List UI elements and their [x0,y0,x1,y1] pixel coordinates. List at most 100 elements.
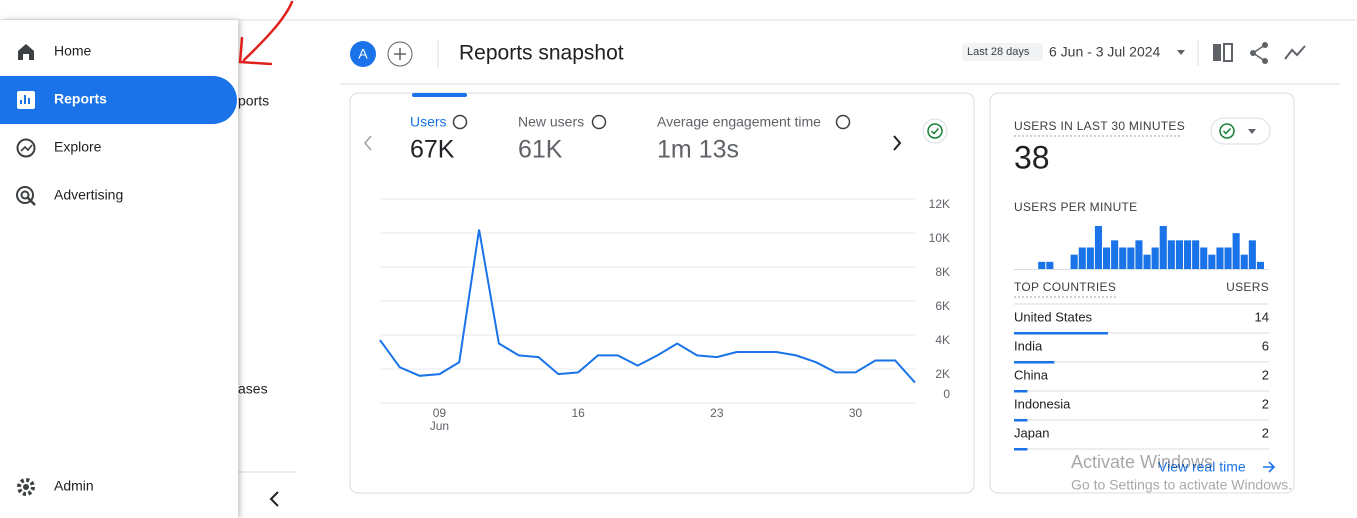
country-users: 2 [1262,425,1269,440]
add-icon [394,48,406,60]
metric-label[interactable]: New users [518,114,584,130]
y-tick-label: 0 [943,387,950,401]
x-group-label: Jun [430,419,449,433]
help-icon[interactable] [452,114,468,130]
tab-indicator [412,93,467,97]
drawer-text[interactable]: ases [238,381,268,397]
country-name: China [1014,367,1049,382]
nav-item[interactable]: Explore [54,139,102,155]
y-tick-label: 4K [935,333,950,347]
insights-icon[interactable] [1284,45,1306,60]
active-item [0,76,237,124]
x-tick-label: 09 [433,406,447,420]
country-bar [1014,332,1108,335]
bar [1151,247,1159,269]
bar [1167,240,1175,269]
bar [1240,254,1248,269]
page-title: Reports snapshot [459,42,624,65]
bar [1119,247,1127,269]
bar [1078,247,1086,269]
bar [1038,261,1046,269]
realtime-title: USERS IN LAST 30 MINUTES [1014,119,1185,133]
date-chip[interactable] [962,43,1043,61]
y-tick-label: 10K [929,231,950,245]
country-users: 2 [1262,367,1269,382]
home-icon [18,44,34,60]
line-chart: 0 2K 4K 6K 8K 10K 12K 09 16 23 30 Jun [379,197,950,433]
nav-item[interactable]: Advertising [54,187,123,203]
bar [1135,240,1143,269]
metric-label[interactable]: Users [410,114,447,130]
bar [1224,247,1232,269]
avatar[interactable] [350,41,376,67]
table-header: TOP COUNTRIES [1014,280,1116,294]
help-icon[interactable] [591,114,607,130]
next-button[interactable] [893,135,902,151]
share-icon[interactable] [1250,42,1268,64]
x-tick-label: 30 [849,406,863,420]
arrow-icon [1263,461,1276,473]
country-table: United States 14 India 6 China 2 Indonesia 2 Jap… [1014,309,1269,451]
date-range[interactable]: 6 Jun - 3 Jul 2024 [1049,44,1161,60]
country-bar [1014,361,1055,364]
bar [1103,247,1111,269]
bar [1184,240,1192,269]
country-users: 14 [1255,309,1269,324]
drawer-text[interactable]: ports [238,93,269,109]
bar [1143,254,1151,269]
metric-value: 61K [518,136,563,164]
bar [1248,240,1256,269]
y-tick-label: 8K [935,265,950,279]
avatar-letter: A [358,46,368,62]
country-bar [1014,419,1028,422]
view-link[interactable]: View real time [1158,459,1246,475]
bar [1232,233,1240,269]
y-tick-label: 12K [929,197,950,211]
bar [1070,254,1078,269]
table-header: USERS [1226,280,1269,294]
bar [1127,247,1135,269]
prev-button[interactable] [364,135,372,151]
nav-item[interactable]: Reports [54,91,107,107]
bar [1200,247,1208,269]
country-bar [1014,390,1028,393]
add-button[interactable] [387,41,413,67]
country-name: Indonesia [1014,396,1071,411]
bar [1175,240,1183,269]
x-tick-label: 23 [710,406,724,420]
bar [1046,261,1054,269]
help-icon[interactable] [835,114,851,130]
collapse-icon[interactable] [269,491,279,507]
metric-value: 1m 13s [657,136,739,164]
advertising-icon [16,186,36,206]
country-name: Japan [1014,425,1049,440]
country-users: 6 [1262,338,1269,353]
bar [1111,240,1119,269]
reports-icon [17,91,35,109]
bar [1256,261,1264,269]
y-tick-label: 6K [935,299,950,313]
metric-label[interactable]: Average engagement time [657,114,821,130]
status-icon[interactable] [922,118,948,144]
line-series [379,229,916,384]
bar [1192,240,1200,269]
nav-item[interactable]: Home [54,43,92,59]
country-name: India [1014,338,1043,353]
country-name: United States [1014,309,1093,324]
y-tick-label: 2K [935,367,950,381]
bar-chart [1014,226,1269,270]
compare-icon[interactable] [1213,43,1233,62]
annotation-arrow [238,0,294,66]
nav-item[interactable]: Admin [54,478,94,494]
date-chip-text: Last 28 days [967,46,1030,58]
country-users: 2 [1262,396,1269,411]
bar [1094,226,1102,269]
overview-card [349,92,975,494]
admin-icon [17,478,35,496]
status-dropdown[interactable] [1210,117,1271,145]
dropdown-icon[interactable] [1177,50,1185,55]
country-bar [1014,448,1028,451]
x-tick-label: 16 [571,406,585,420]
